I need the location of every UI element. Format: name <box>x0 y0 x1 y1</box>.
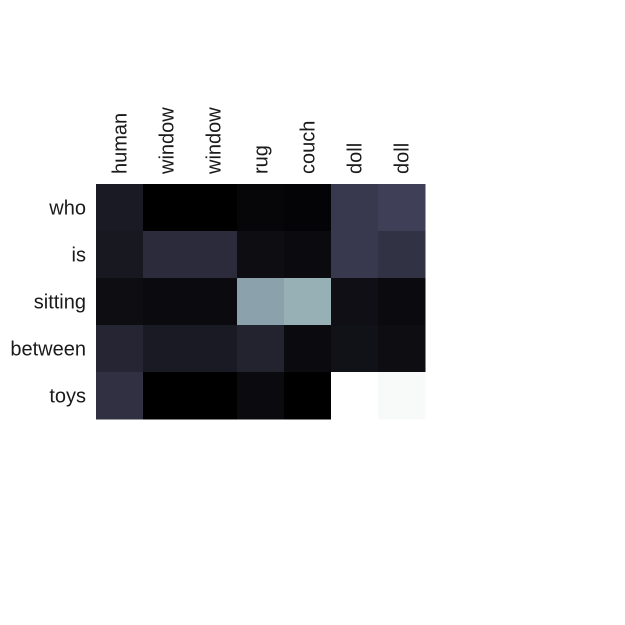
x-tick-label: window <box>204 107 226 175</box>
heatmap-cell <box>96 184 144 232</box>
heatmap-cell <box>190 231 238 279</box>
heatmap-cell <box>331 231 379 279</box>
heatmap-cell <box>284 231 332 279</box>
x-tick-label: rug <box>251 145 273 174</box>
heatmap-cell <box>331 372 379 420</box>
heatmap-cell <box>378 278 426 326</box>
heatmap-cell <box>190 278 238 326</box>
heatmap-cell <box>96 325 144 373</box>
heatmap-cell <box>96 278 144 326</box>
x-tick-label: window <box>157 107 179 175</box>
x-tick-labels: human window window rug couch doll doll <box>110 107 414 175</box>
heatmap-cell <box>284 278 332 326</box>
heatmap-cell <box>143 231 191 279</box>
heatmap-cell <box>378 325 426 373</box>
heatmap-cell <box>143 325 191 373</box>
heatmap-cell <box>237 231 285 279</box>
heatmap-cell <box>237 184 285 232</box>
heatmap-cell <box>96 231 144 279</box>
heatmap-cell <box>96 372 144 420</box>
y-tick-labels: who is sitting between toys <box>10 198 86 408</box>
heatmap-cell <box>378 231 426 279</box>
x-tick-label: couch <box>298 121 320 174</box>
heatmap-cell <box>237 278 285 326</box>
heatmap-cell <box>190 325 238 373</box>
heatmap-cell <box>284 184 332 232</box>
y-tick-label: sitting <box>34 292 86 314</box>
heatmap-cell <box>143 278 191 326</box>
heatmap-cell <box>378 372 426 420</box>
heatmap-cell <box>143 184 191 232</box>
y-tick-label: who <box>48 198 86 220</box>
heatmap-cell <box>190 372 238 420</box>
y-tick-label: toys <box>49 386 86 408</box>
heatmap-cell <box>331 325 379 373</box>
y-tick-label: between <box>10 339 86 361</box>
heatmap-cell <box>284 325 332 373</box>
heatmap-cell <box>331 278 379 326</box>
heatmap-cells <box>96 184 426 420</box>
x-tick-label: human <box>110 113 132 174</box>
heatmap-cell <box>237 372 285 420</box>
x-tick-label: doll <box>345 143 367 174</box>
y-tick-label: is <box>72 245 86 267</box>
heatmap-cell <box>331 184 379 232</box>
heatmap-cell <box>237 325 285 373</box>
heatmap-cell <box>190 184 238 232</box>
heatmap-cell <box>284 372 332 420</box>
heatmap-cell <box>143 372 191 420</box>
heatmap-cell <box>378 184 426 232</box>
x-tick-label: doll <box>392 143 414 174</box>
